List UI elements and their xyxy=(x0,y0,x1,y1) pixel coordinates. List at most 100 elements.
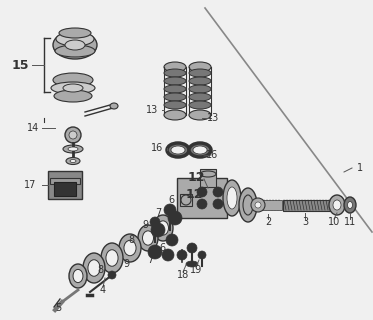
Ellipse shape xyxy=(164,77,186,85)
Ellipse shape xyxy=(142,231,154,245)
Ellipse shape xyxy=(83,253,105,283)
Ellipse shape xyxy=(157,221,169,235)
Ellipse shape xyxy=(68,147,78,151)
Ellipse shape xyxy=(164,62,186,72)
Ellipse shape xyxy=(51,82,95,94)
Text: 18: 18 xyxy=(177,270,189,280)
Ellipse shape xyxy=(63,84,83,92)
Ellipse shape xyxy=(164,85,186,93)
Circle shape xyxy=(251,198,265,212)
Ellipse shape xyxy=(193,146,207,154)
Circle shape xyxy=(65,127,81,143)
Ellipse shape xyxy=(110,103,118,109)
Ellipse shape xyxy=(53,31,97,59)
Ellipse shape xyxy=(189,101,211,109)
Ellipse shape xyxy=(164,110,186,120)
Ellipse shape xyxy=(189,77,211,85)
Ellipse shape xyxy=(55,45,95,57)
Ellipse shape xyxy=(119,234,141,262)
Ellipse shape xyxy=(200,171,216,177)
Ellipse shape xyxy=(329,195,345,215)
Circle shape xyxy=(168,211,182,225)
Ellipse shape xyxy=(243,195,253,215)
Ellipse shape xyxy=(59,28,91,38)
Ellipse shape xyxy=(164,93,186,101)
Text: 6: 6 xyxy=(159,243,165,253)
Ellipse shape xyxy=(88,260,100,276)
Circle shape xyxy=(213,199,223,209)
Bar xyxy=(283,199,331,211)
Ellipse shape xyxy=(167,143,189,157)
Circle shape xyxy=(177,250,187,260)
Text: 14: 14 xyxy=(27,123,39,133)
Text: 7: 7 xyxy=(155,208,161,218)
Text: 16: 16 xyxy=(151,143,163,153)
Text: 5: 5 xyxy=(55,303,61,313)
Ellipse shape xyxy=(101,243,123,273)
Text: 17: 17 xyxy=(24,180,36,190)
Text: 19: 19 xyxy=(190,265,202,275)
Ellipse shape xyxy=(333,200,341,210)
Text: 13: 13 xyxy=(146,105,158,115)
Ellipse shape xyxy=(189,110,211,120)
Ellipse shape xyxy=(171,146,185,154)
Ellipse shape xyxy=(54,90,92,102)
Text: 12: 12 xyxy=(185,188,203,201)
Ellipse shape xyxy=(181,195,191,205)
Bar xyxy=(258,200,282,210)
Circle shape xyxy=(148,245,162,259)
Text: 7: 7 xyxy=(147,255,153,265)
Text: 9: 9 xyxy=(142,220,148,230)
Circle shape xyxy=(197,187,207,197)
Ellipse shape xyxy=(153,215,173,241)
Ellipse shape xyxy=(53,73,93,87)
Bar xyxy=(180,194,192,206)
Ellipse shape xyxy=(189,62,211,72)
Circle shape xyxy=(108,271,116,279)
Ellipse shape xyxy=(65,40,85,50)
Ellipse shape xyxy=(66,157,80,164)
Circle shape xyxy=(255,202,261,208)
Ellipse shape xyxy=(106,250,118,266)
Bar xyxy=(50,178,80,184)
Text: 1: 1 xyxy=(357,163,363,173)
Ellipse shape xyxy=(164,69,186,77)
Text: 9: 9 xyxy=(123,259,129,269)
Text: 2: 2 xyxy=(265,217,271,227)
Circle shape xyxy=(198,251,206,259)
Text: 8: 8 xyxy=(128,235,134,245)
Text: 8: 8 xyxy=(97,265,103,275)
Circle shape xyxy=(69,131,77,139)
Bar xyxy=(54,182,76,196)
Ellipse shape xyxy=(70,159,76,163)
Ellipse shape xyxy=(124,240,136,256)
Bar xyxy=(177,178,227,218)
Ellipse shape xyxy=(69,264,87,288)
Circle shape xyxy=(197,199,207,209)
Ellipse shape xyxy=(348,202,352,209)
Ellipse shape xyxy=(223,180,241,216)
Ellipse shape xyxy=(186,261,198,267)
Ellipse shape xyxy=(56,32,94,46)
Text: 10: 10 xyxy=(328,217,340,227)
Ellipse shape xyxy=(189,143,211,157)
Ellipse shape xyxy=(63,145,83,153)
Ellipse shape xyxy=(189,93,211,101)
Bar xyxy=(200,169,216,187)
Ellipse shape xyxy=(138,225,158,251)
Circle shape xyxy=(162,249,174,261)
Ellipse shape xyxy=(189,85,211,93)
Text: 13: 13 xyxy=(207,113,219,123)
Text: 16: 16 xyxy=(206,150,218,160)
Text: 6: 6 xyxy=(168,195,174,205)
Circle shape xyxy=(150,217,160,227)
Ellipse shape xyxy=(189,69,211,77)
Text: 3: 3 xyxy=(302,217,308,227)
Text: 15: 15 xyxy=(11,59,29,71)
Ellipse shape xyxy=(239,188,257,222)
Circle shape xyxy=(187,243,197,253)
Ellipse shape xyxy=(227,187,237,209)
Circle shape xyxy=(151,223,165,237)
Ellipse shape xyxy=(164,101,186,109)
Circle shape xyxy=(213,187,223,197)
